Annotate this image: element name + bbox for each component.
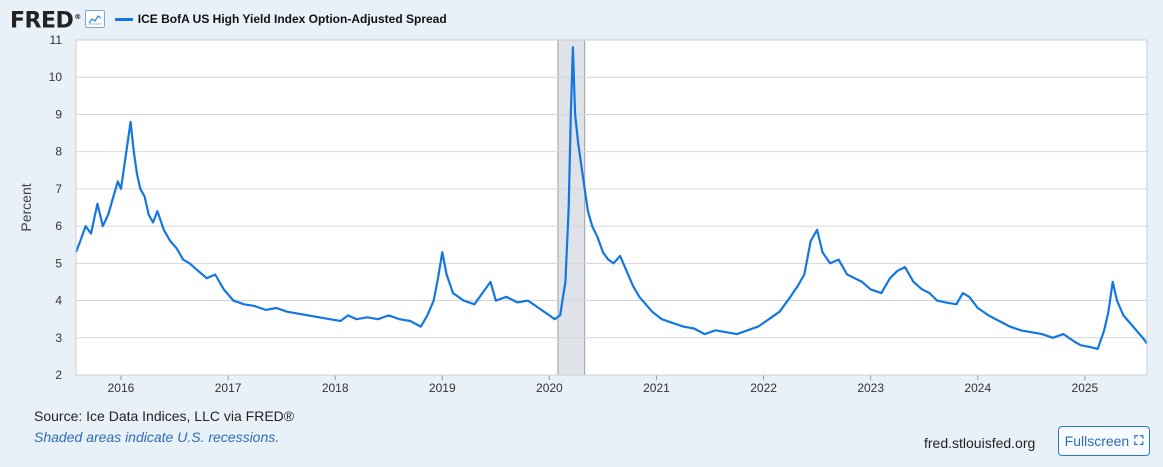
y-axis-label: Percent (18, 183, 34, 231)
x-tick-label: 2019 (429, 381, 456, 395)
y-tick-label: 9 (55, 107, 62, 121)
y-tick-label: 11 (50, 33, 63, 47)
chart-header: FRED® ICE BofA US High Yield Index Optio… (10, 6, 447, 32)
y-tick-label: 4 (55, 294, 62, 308)
legend: ICE BofA US High Yield Index Option-Adju… (114, 12, 447, 26)
fullscreen-label: Fullscreen (1064, 433, 1130, 449)
x-tick-label: 2022 (750, 381, 777, 395)
y-tick-label: 7 (55, 182, 62, 196)
x-tick-label: 2020 (536, 381, 563, 395)
expand-icon: ⛶ (1134, 433, 1144, 448)
x-tick-label: 2017 (215, 381, 242, 395)
y-tick-label: 5 (55, 256, 62, 270)
fullscreen-button[interactable]: Fullscreen ⛶ (1058, 426, 1150, 456)
fred-logo[interactable]: FRED® (10, 8, 81, 34)
x-tick-label: 2023 (857, 381, 884, 395)
y-tick-label: 2 (55, 368, 62, 382)
series-line (74, 46, 1148, 350)
x-tick-label: 2025 (1072, 381, 1099, 395)
y-tick-label: 10 (49, 70, 63, 84)
chart-area[interactable]: 2 3 4 5 6 7 8 9 10 11 2016 2017 2018 2019 2020 2021 2022… (0, 0, 1163, 400)
legend-label: ICE BofA US High Yield Index Option-Adju… (137, 12, 447, 26)
x-tick-label: 2018 (322, 381, 349, 395)
y-tick-label: 8 (55, 145, 62, 159)
plot-border (75, 39, 1148, 376)
x-tick-label: 2021 (643, 381, 670, 395)
recession-note: Shaded areas indicate U.S. recessions. (34, 429, 280, 445)
site-url[interactable]: fred.stlouisfed.org (924, 435, 1036, 451)
x-tick-label: 2016 (108, 381, 135, 395)
legend-swatch (114, 17, 133, 21)
plot-background (76, 40, 1147, 375)
x-tick-label: 2024 (964, 381, 991, 395)
fred-chart-icon[interactable] (84, 10, 105, 28)
y-tick-label: 6 (55, 219, 62, 233)
y-tick-label: 3 (55, 331, 62, 345)
source-text: Source: Ice Data Indices, LLC via FRED® (34, 408, 295, 424)
